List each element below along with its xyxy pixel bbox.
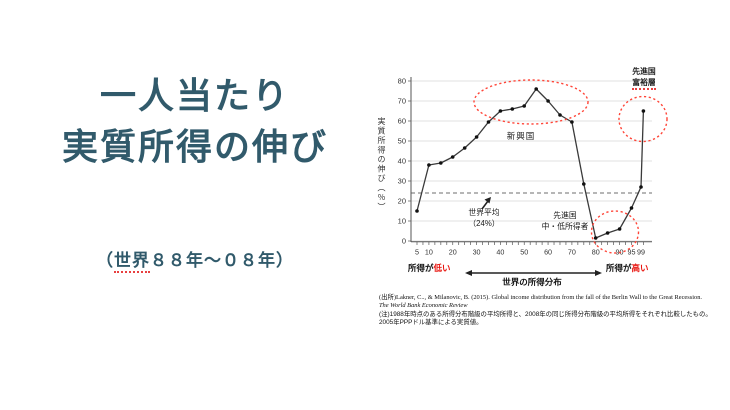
rich-top-ellipse <box>618 95 668 143</box>
source-text: (出所)Lakner, C.., & Milanovic, B. (2015).… <box>379 294 703 301</box>
svg-text:70: 70 <box>398 97 406 106</box>
svg-text:5: 5 <box>415 248 419 257</box>
source-note-japanese: (注)1988年時点のある所得分布階級の平均所得と、2008年の同じ所得分布階級… <box>379 311 712 326</box>
source-journal-name: The World Bank Economic Review <box>379 302 468 309</box>
subtitle-rest: ８８年〜０８年） <box>150 251 294 270</box>
x-axis-left-label: 所得が低い <box>408 262 451 274</box>
svg-text:80: 80 <box>592 248 600 257</box>
annotation-developed-rich-line1: 先進国 <box>632 67 656 76</box>
annotation-developed-middle-low-line1: 先進国 <box>553 211 577 220</box>
svg-text:40: 40 <box>398 157 406 166</box>
annotation-developed-rich-line2: 富裕層 <box>621 77 667 90</box>
subtitle-underlined-text: 世界 <box>114 251 150 273</box>
annotation-world-average: 世界平均 （24%） <box>453 208 515 229</box>
svg-text:20: 20 <box>398 197 406 206</box>
x-axis-left-label-red: 低い <box>433 263 451 273</box>
title-line-2: 実質所得の伸び <box>61 126 328 167</box>
svg-text:30: 30 <box>398 177 406 186</box>
annotation-world-average-line1: 世界平均 <box>468 208 500 217</box>
svg-text:99: 99 <box>637 248 645 257</box>
annotation-developed-rich-line2-text: 富裕層 <box>632 77 656 90</box>
elephant-curve-chart: 0 10 20 30 40 50 60 70 80 5 10 20 30 40 50 60 70 80 90 95 99… <box>375 55 723 330</box>
world-average-arrow <box>481 197 491 210</box>
x-axis-right-label-red: 高い <box>631 263 649 273</box>
income-axis-double-arrow <box>465 270 602 276</box>
svg-text:10: 10 <box>398 217 406 226</box>
svg-text:50: 50 <box>520 248 528 257</box>
svg-text:10: 10 <box>425 248 433 257</box>
svg-text:20: 20 <box>449 248 457 257</box>
svg-text:60: 60 <box>544 248 552 257</box>
y-axis-label: 実質所得の伸び（％） <box>377 117 386 212</box>
annotation-developed-middle-low-line2: 中・低所得者 <box>541 221 589 231</box>
x-axis-right-label: 所得が高い <box>606 262 649 274</box>
emerging-markets-ellipse <box>473 79 589 125</box>
annotation-world-average-line2: （24%） <box>468 218 500 228</box>
svg-text:30: 30 <box>473 248 481 257</box>
svg-text:95: 95 <box>627 248 635 257</box>
annotation-developed-middle-low: 先進国 中・低所得者 <box>532 211 598 232</box>
svg-text:0: 0 <box>402 237 406 246</box>
title-line-1: 一人当たり <box>99 75 290 116</box>
svg-text:40: 40 <box>496 248 504 257</box>
source-citation: (出所)Lakner, C.., & Milanovic, B. (2015).… <box>379 294 713 327</box>
x-axis-title: 世界の所得分布 <box>502 277 562 287</box>
source-citation-english: (出所)Lakner, C.., & Milanovic, B. (2015).… <box>379 294 713 310</box>
svg-text:60: 60 <box>398 117 406 126</box>
svg-text:80: 80 <box>398 77 406 86</box>
slide-subtitle: （世界８８年〜０８年） <box>20 246 370 273</box>
x-axis-right-label-black: 所得が <box>606 263 632 273</box>
svg-text:70: 70 <box>568 248 576 257</box>
svg-text:50: 50 <box>398 137 406 146</box>
x-axis-left-label-black: 所得が <box>408 263 434 273</box>
subtitle-open: （ <box>96 251 114 270</box>
annotation-developed-rich: 先進国 富裕層 <box>621 67 667 90</box>
developed-dip-ellipse <box>590 210 640 254</box>
slide-title: 一人当たり 実質所得の伸び <box>20 70 370 172</box>
annotation-emerging-markets: 新興国 <box>506 131 536 141</box>
